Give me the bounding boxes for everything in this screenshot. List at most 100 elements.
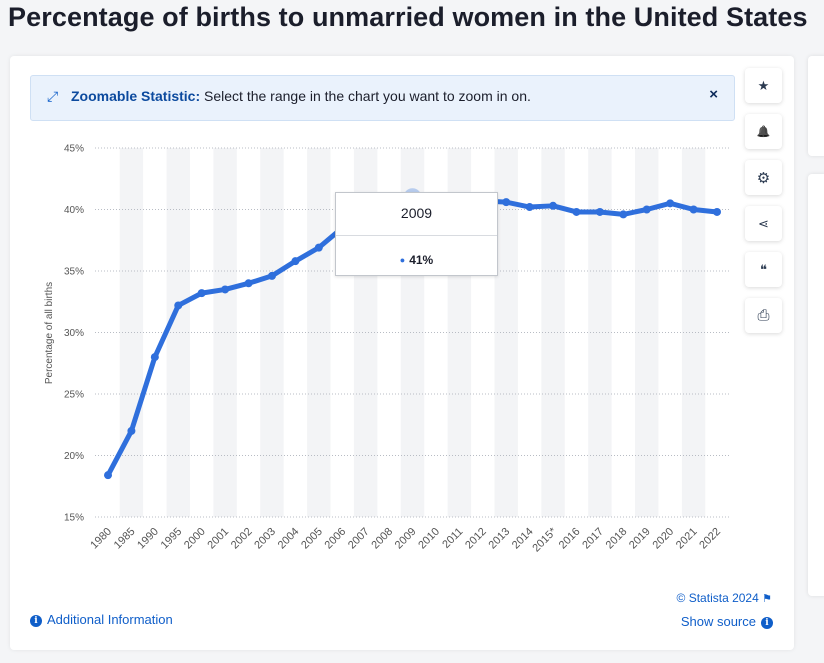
column-band (166, 148, 190, 517)
data-point[interactable] (174, 301, 183, 310)
favorite-button[interactable]: ★ (745, 68, 782, 103)
zoom-banner: ⤢ Zoomable Statistic: Select the range i… (30, 75, 735, 121)
print-icon: ⎙ (757, 307, 770, 324)
x-tick-label: 2000 (182, 526, 208, 552)
data-point[interactable] (572, 207, 581, 216)
tooltip: 2009 ● 41% (335, 192, 498, 276)
close-icon[interactable]: × (709, 86, 718, 103)
x-tick-label: 1995 (159, 526, 185, 552)
side-panel-bottom (808, 174, 824, 596)
y-tick-label: 40% (64, 205, 84, 216)
data-point[interactable] (595, 207, 604, 216)
x-tick-label: 2002 (229, 526, 255, 552)
x-tick-label: 2001 (205, 526, 231, 552)
show-source-link[interactable]: Show source i (681, 614, 773, 629)
data-point[interactable] (689, 205, 698, 214)
x-tick-label: 1985 (112, 526, 138, 552)
data-point[interactable] (244, 279, 253, 288)
zoom-banner-text: Zoomable Statistic: Select the range in … (71, 88, 531, 104)
data-point[interactable] (549, 201, 558, 210)
y-axis-ticks: 15% 20% 25% 30% 35% 40% 45% (64, 144, 84, 524)
tooltip-value: 41% (409, 253, 434, 267)
settings-button[interactable]: ⚙ (745, 160, 782, 195)
column-band (681, 148, 706, 517)
page-title: Percentage of births to unmarried women … (8, 2, 808, 32)
gridlines (95, 147, 730, 518)
additional-information-label: Additional Information (47, 612, 173, 627)
x-tick-label: 2021 (674, 526, 700, 552)
data-point[interactable] (197, 289, 206, 298)
additional-information-link[interactable]: i Additional Information (30, 612, 173, 627)
column-band (541, 148, 565, 517)
x-tick-label: 2013 (487, 526, 513, 552)
data-point[interactable] (127, 426, 136, 435)
citation-quote-icon: ❝ (760, 261, 767, 277)
data-point[interactable] (291, 257, 300, 266)
y-tick-label: 25% (64, 390, 84, 401)
info-icon: i (761, 617, 773, 629)
y-tick-label: 45% (64, 144, 84, 155)
zoom-banner-label: Zoomable Statistic: (71, 88, 201, 104)
x-tick-label: 2022 (697, 526, 723, 552)
expand-arrows-icon: ⤢ (47, 88, 59, 104)
data-point[interactable] (267, 271, 276, 280)
data-point[interactable] (713, 207, 721, 216)
zoom-banner-message: Select the range in the chart you want t… (204, 88, 531, 104)
x-tick-label: 2011 (440, 526, 465, 551)
x-tick-label: 2019 (627, 526, 653, 552)
settings-gear-icon: ⚙ (756, 169, 771, 187)
tooltip-divider (336, 235, 497, 236)
x-tick-label: 1980 (88, 526, 114, 552)
data-point[interactable] (314, 243, 323, 252)
x-tick-label: 2006 (323, 526, 349, 552)
x-tick-label: 2003 (252, 526, 278, 552)
copyright[interactable]: © Statista 2024 ⚑ (677, 591, 772, 605)
column-band (213, 148, 237, 517)
y-axis-label: Percentage of all births (44, 282, 55, 384)
citation-button[interactable]: ❝ (745, 252, 782, 287)
flag-icon: ⚑ (762, 593, 772, 605)
notification-button[interactable]: 🔔 (745, 114, 782, 149)
x-tick-label: 1990 (135, 526, 161, 552)
series-dot-icon: ● (399, 255, 406, 265)
y-tick-label: 20% (64, 451, 84, 462)
x-tick-label: 2017 (580, 526, 606, 552)
data-point[interactable] (221, 285, 230, 294)
x-tick-label: 2016 (557, 526, 583, 552)
share-button[interactable]: ⋖ (745, 206, 782, 241)
x-axis-ticks: 1980198519901995200020012002200320042005… (88, 525, 723, 554)
y-tick-label: 30% (64, 328, 84, 339)
print-button[interactable]: ⎙ (745, 298, 782, 333)
favorite-star-icon: ★ (757, 77, 770, 93)
x-tick-label: 2009 (393, 526, 419, 552)
x-tick-label: 2008 (369, 526, 395, 552)
share-icon: ⋖ (758, 215, 769, 231)
copyright-text: © Statista 2024 (676, 591, 759, 605)
data-point[interactable] (502, 198, 511, 207)
data-point[interactable] (150, 353, 159, 362)
data-point[interactable] (525, 203, 534, 212)
column-band (260, 148, 284, 517)
notification-bell-icon: 🔔 (756, 126, 771, 138)
x-tick-label: 2005 (299, 526, 325, 552)
data-point[interactable] (666, 199, 675, 208)
data-point[interactable] (104, 471, 112, 480)
data-point[interactable] (642, 205, 651, 214)
x-tick-label: 2015* (530, 525, 559, 554)
show-source-label: Show source (680, 614, 756, 629)
x-tick-label: 2018 (604, 526, 630, 552)
x-tick-label: 2020 (650, 526, 676, 552)
data-point[interactable] (619, 210, 628, 219)
y-tick-label: 35% (64, 267, 84, 278)
x-tick-label: 2012 (463, 526, 489, 552)
y-tick-label: 15% (64, 513, 84, 524)
column-band (307, 148, 331, 517)
x-tick-label: 2007 (346, 526, 372, 552)
column-band (635, 148, 659, 517)
side-panel-top (808, 56, 824, 156)
x-tick-label: 2004 (276, 526, 302, 552)
tooltip-year: 2009 (400, 205, 433, 221)
x-tick-label: 2010 (416, 526, 442, 552)
tooltip-value-row: ● 41% (336, 253, 497, 267)
